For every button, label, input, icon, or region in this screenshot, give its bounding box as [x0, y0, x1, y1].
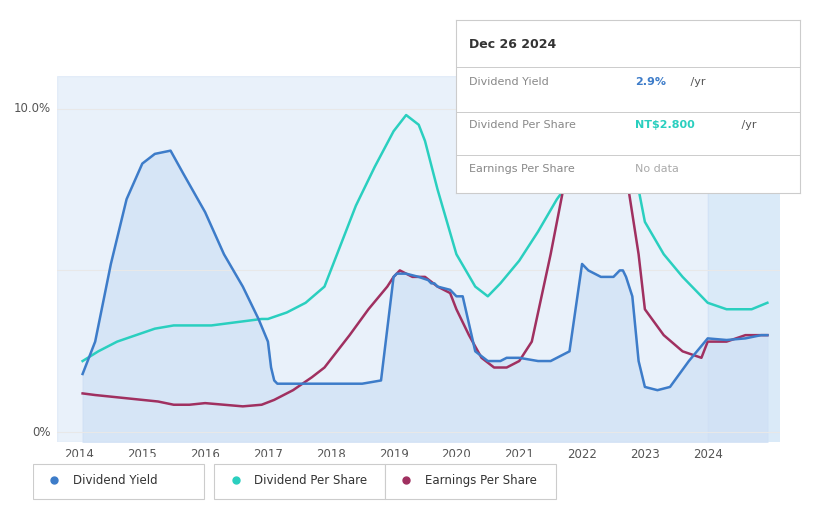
- Text: /yr: /yr: [738, 120, 757, 131]
- Text: Dividend Per Share: Dividend Per Share: [255, 473, 368, 487]
- FancyBboxPatch shape: [33, 464, 204, 499]
- Text: Earnings Per Share: Earnings Per Share: [425, 473, 537, 487]
- Text: No data: No data: [635, 164, 679, 174]
- Text: Earnings Per Share: Earnings Per Share: [470, 164, 576, 174]
- Bar: [57, 76, 708, 442]
- Text: Dividend Yield: Dividend Yield: [470, 77, 549, 87]
- Text: Dividend Per Share: Dividend Per Share: [470, 120, 576, 131]
- Bar: [708, 76, 780, 442]
- Text: 2.9%: 2.9%: [635, 77, 666, 87]
- Text: Past: Past: [714, 102, 739, 115]
- Text: 10.0%: 10.0%: [14, 102, 51, 115]
- Text: Dividend Yield: Dividend Yield: [73, 473, 158, 487]
- Text: /yr: /yr: [686, 77, 705, 87]
- FancyBboxPatch shape: [214, 464, 385, 499]
- FancyBboxPatch shape: [385, 464, 556, 499]
- Text: 0%: 0%: [33, 426, 51, 439]
- Text: NT$2.800: NT$2.800: [635, 120, 695, 131]
- Text: Dec 26 2024: Dec 26 2024: [470, 38, 557, 51]
